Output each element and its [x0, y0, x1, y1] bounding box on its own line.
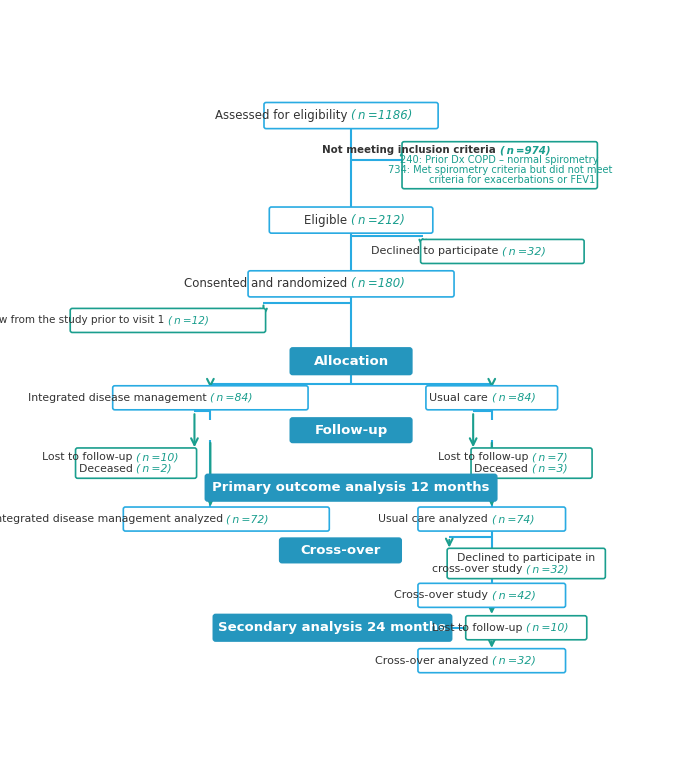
Text: Allocation: Allocation	[314, 354, 388, 367]
FancyBboxPatch shape	[447, 548, 606, 578]
Text: ( n =7): ( n =7)	[532, 453, 567, 463]
FancyBboxPatch shape	[471, 448, 592, 479]
Text: 240: Prior Dx COPD – normal spirometry: 240: Prior Dx COPD – normal spirometry	[401, 155, 599, 165]
Text: Lost to follow-up: Lost to follow-up	[432, 623, 526, 633]
Text: ( n =32): ( n =32)	[526, 565, 569, 574]
Text: Consented and randomized: Consented and randomized	[184, 278, 351, 291]
Text: ( n =10): ( n =10)	[136, 453, 179, 463]
Text: Secondary analysis 24 months: Secondary analysis 24 months	[219, 621, 447, 634]
Text: 734: Met spirometry criteria but did not meet: 734: Met spirometry criteria but did not…	[388, 165, 612, 175]
Text: Usual care: Usual care	[429, 393, 492, 403]
Text: Integrated disease management analyzed: Integrated disease management analyzed	[0, 514, 226, 524]
Text: Usual care analyzed: Usual care analyzed	[379, 514, 492, 524]
Text: ( n =84): ( n =84)	[492, 393, 536, 403]
FancyBboxPatch shape	[75, 448, 197, 479]
FancyBboxPatch shape	[113, 386, 308, 410]
Text: ( n =974): ( n =974)	[500, 145, 550, 155]
Text: cross-over study: cross-over study	[432, 565, 526, 574]
FancyBboxPatch shape	[214, 614, 451, 640]
FancyBboxPatch shape	[290, 418, 412, 443]
Text: ( n =32): ( n =32)	[502, 246, 546, 256]
Text: ( n =1186): ( n =1186)	[351, 109, 412, 122]
Text: Declined to participate: Declined to participate	[371, 246, 502, 256]
FancyBboxPatch shape	[418, 584, 566, 607]
Text: Lost to follow-up: Lost to follow-up	[438, 453, 532, 463]
Text: ( n =32): ( n =32)	[492, 656, 536, 666]
Text: Follow-up: Follow-up	[314, 423, 388, 436]
Text: Declined to participate in: Declined to participate in	[457, 553, 595, 563]
FancyBboxPatch shape	[264, 103, 438, 129]
Text: Cross-over: Cross-over	[300, 544, 381, 557]
Text: ( n =3): ( n =3)	[532, 464, 567, 474]
Text: criteria for exacerbations or FEV1: criteria for exacerbations or FEV1	[404, 175, 595, 185]
Text: Not meeting inclusion criteria: Not meeting inclusion criteria	[323, 145, 500, 155]
Text: ( n =10): ( n =10)	[526, 623, 569, 633]
FancyBboxPatch shape	[418, 507, 566, 531]
FancyBboxPatch shape	[280, 538, 401, 562]
Text: ( n =84): ( n =84)	[210, 393, 253, 403]
Text: Eligible: Eligible	[304, 213, 351, 226]
FancyBboxPatch shape	[418, 649, 566, 673]
Text: Integrated disease management: Integrated disease management	[28, 393, 210, 403]
Text: Lost to follow-up: Lost to follow-up	[42, 453, 136, 463]
Text: Deceased: Deceased	[474, 464, 532, 474]
Text: ( n =12): ( n =12)	[168, 315, 209, 325]
FancyBboxPatch shape	[421, 239, 584, 264]
FancyBboxPatch shape	[71, 308, 266, 332]
Text: ( n =180): ( n =180)	[351, 278, 405, 291]
Text: ( n =74): ( n =74)	[492, 514, 534, 524]
FancyBboxPatch shape	[206, 475, 497, 501]
FancyBboxPatch shape	[426, 386, 558, 410]
FancyBboxPatch shape	[248, 271, 454, 297]
FancyBboxPatch shape	[123, 507, 329, 531]
Text: Withdrew from the study prior to visit 1: Withdrew from the study prior to visit 1	[0, 315, 168, 325]
Text: Cross-over analyzed: Cross-over analyzed	[375, 656, 492, 666]
Text: Deceased: Deceased	[79, 464, 136, 474]
Text: ( n =2): ( n =2)	[136, 464, 172, 474]
Text: ( n =42): ( n =42)	[492, 591, 536, 601]
FancyBboxPatch shape	[466, 616, 587, 640]
FancyBboxPatch shape	[402, 142, 597, 189]
Text: Assessed for eligibility: Assessed for eligibility	[215, 109, 351, 122]
Text: ( n =212): ( n =212)	[351, 213, 405, 226]
Text: Cross-over study: Cross-over study	[395, 591, 492, 601]
FancyBboxPatch shape	[269, 207, 433, 233]
Text: Primary outcome analysis 12 months: Primary outcome analysis 12 months	[212, 481, 490, 494]
Text: ( n =72): ( n =72)	[226, 514, 269, 524]
FancyBboxPatch shape	[290, 348, 412, 374]
